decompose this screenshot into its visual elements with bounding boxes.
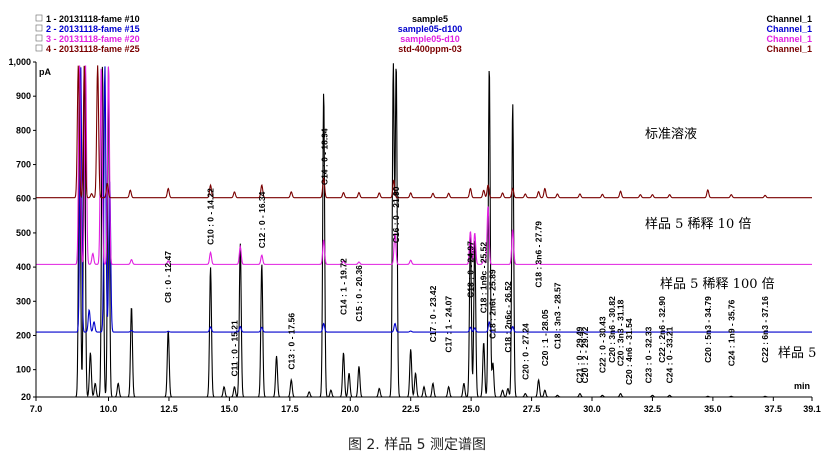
y-tick-label: 700 — [16, 160, 31, 170]
x-tick-label: 30.0 — [583, 404, 601, 414]
y-tick-label: 300 — [16, 296, 31, 306]
x-axis-unit-label: min — [794, 381, 810, 391]
y-tick-label: 900 — [16, 91, 31, 101]
x-tick-label: 22.5 — [402, 404, 420, 414]
peak-label: C17 : 0 - 23.42 — [428, 285, 438, 342]
figure-caption: 图 2. 样品 5 测定谱图 — [347, 437, 487, 453]
peak-label: C14 : 0 - 18.94 — [320, 128, 330, 185]
peak-label: C20 : 5n3 - 34.79 — [703, 296, 713, 363]
legend-sample-1: sample5 — [412, 14, 448, 24]
x-tick-label: 35.0 — [704, 404, 722, 414]
peak-label: C22 : 0 - 30.43 — [597, 316, 607, 373]
peak-label: C23 : 0 - 32.33 — [643, 326, 653, 383]
peak-label: C8 : 0 - 12.47 — [163, 251, 173, 303]
peak-label: C18 : 3n3 - 28.57 — [552, 282, 562, 349]
peak-label: C16 : 0 - 21.90 — [391, 186, 401, 243]
peak-label: C20 : 4n6 - 31.54 — [624, 318, 634, 385]
peak-label: C20 : 2 - 29.72 — [580, 326, 590, 383]
legend-checkbox-4 — [35, 44, 43, 52]
legend-sample-2: sample05-d100 — [398, 24, 463, 34]
series-trace-3 — [36, 65, 812, 265]
legend-checkbox-1 — [35, 14, 43, 22]
peak-label: C20 : 0 - 27.24 — [520, 323, 530, 380]
legend-run-3: 3 - 20131118-fame #20 — [46, 34, 140, 44]
series-trace-4 — [36, 65, 812, 199]
legend-sample-3: sample05-d10 — [400, 34, 460, 44]
series-trace-2 — [36, 66, 812, 333]
peak-label: C13 : 0 - 17.56 — [286, 313, 296, 370]
y-tick-label: 600 — [16, 194, 31, 204]
peak-label: C18 : 3n6 - 27.79 — [534, 221, 544, 288]
y-tick-label: 500 — [16, 228, 31, 238]
legend-run-2: 2 - 20131118-fame #15 — [46, 24, 140, 34]
x-tick-label: 17.5 — [281, 404, 299, 414]
x-tick-label: 25.0 — [462, 404, 480, 414]
peak-label: C22 : 2n6 - 32.90 — [657, 296, 667, 363]
peak-label: C17 : 1 - 24.07 — [444, 296, 454, 353]
x-tick-label: 10.0 — [100, 404, 118, 414]
peak-label: C14 : 1 - 19.72 — [338, 258, 348, 315]
y-tick-label: 200 — [16, 330, 31, 340]
legend-run-1: 1 - 20131118-fame #10 — [46, 14, 140, 24]
peak-label: C20 : 3n3 - 31.18 — [616, 299, 626, 366]
legend-channel-4: Channel_1 — [766, 44, 812, 54]
axes: 20 100 200 300 400 500 600 700 800 900 1,000 7.0 10.… — [8, 57, 820, 414]
peak-label: C20 : 3n6 - 30.82 — [607, 296, 617, 363]
peak-label: C15 : 0 - 20.36 — [354, 265, 364, 322]
legend-channel-2: Channel_1 — [766, 24, 812, 34]
legend-checkbox-2 — [35, 24, 43, 32]
peak-label: C12 : 0 - 16.34 — [257, 191, 267, 248]
x-tick-label: 15.0 — [221, 404, 239, 414]
legend-run-4: 4 - 20131118-fame #25 — [46, 44, 140, 54]
peak-label: C18 : 2n6c - 26.52 — [503, 281, 513, 353]
peak-label: C24 : 1n9 - 35.76 — [726, 299, 736, 366]
x-tick-label: 7.0 — [30, 404, 43, 414]
peak-label: C18 : 1n9c - 25.52 — [479, 242, 489, 314]
x-tick-label: 37.5 — [765, 404, 783, 414]
trace-label-4: 样品 5 — [778, 346, 816, 361]
legend-channel-1: Channel_1 — [766, 14, 812, 24]
x-tick-label: 20.0 — [342, 404, 360, 414]
x-tick-label: 27.5 — [523, 404, 541, 414]
legend-channel-3: Channel_1 — [766, 34, 812, 44]
chromatogram-chart: 1 - 20131118-fame #10 sample5 Channel_1 2 -… — [8, 14, 820, 414]
x-tick-label: 12.5 — [160, 404, 178, 414]
peak-label: C20 : 1 - 28.05 — [540, 309, 550, 366]
legend-sample-4: std-400ppm-03 — [398, 44, 462, 54]
trace-label-3: 样品 5 稀释 100 倍 — [660, 277, 775, 292]
peak-label: C21 : 0 - 29.49 — [575, 326, 585, 383]
y-tick-label: 100 — [16, 365, 31, 375]
legend-checkbox-3 — [35, 34, 43, 42]
peak-label: C18 : 0 - 24.97 — [465, 241, 475, 298]
peak-labels: C8 : 0 - 12.47 C10 : 0 - 14.22 C11 : 0 - 1… — [163, 128, 770, 385]
peak-label: C18 : 2n6t - 25.89 — [488, 269, 498, 339]
peak-label: C22 : 6n3 - 37.16 — [760, 296, 770, 363]
legend: 1 - 20131118-fame #10 sample5 Channel_1 2 -… — [35, 14, 812, 54]
trace-label-1: 标准溶液 — [645, 127, 697, 142]
peak-label: C10 : 0 - 14.22 — [206, 188, 216, 245]
y-tick-label: 400 — [16, 262, 31, 272]
y-tick-label: 800 — [16, 125, 31, 135]
y-tick-label: 20 — [21, 392, 31, 402]
x-tick-label: 32.5 — [644, 404, 662, 414]
x-tick-label: 39.1 — [803, 404, 821, 414]
y-tick-label: 1,000 — [8, 57, 31, 67]
peak-label: C11 : 0 - 15.21 — [229, 320, 239, 377]
peak-label: C24 : 0 - 33.21 — [665, 326, 675, 383]
trace-label-2: 样品 5 稀释 10 倍 — [645, 217, 751, 232]
y-axis-unit-label: pA — [39, 67, 51, 77]
